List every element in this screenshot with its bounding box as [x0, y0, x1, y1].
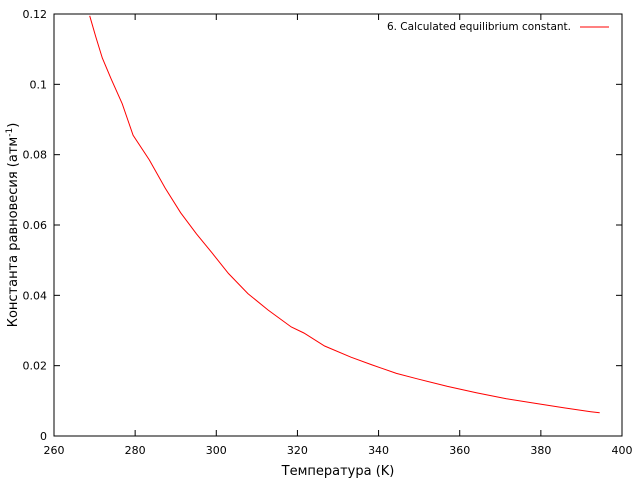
y-tick-label: 0.06	[23, 219, 48, 232]
equilibrium-constant-line	[89, 15, 600, 414]
legend-label: 6. Calculated equilibrium constant.	[387, 21, 571, 33]
axis-tick-labels: 260 280 300 320 340 360 380 400 0 0.02 0.04 0.06 0.0…	[23, 8, 633, 457]
y-tick-label: 0.12	[23, 8, 48, 21]
x-axis-title: Температура (K)	[281, 464, 395, 479]
y-tick-label: 0	[40, 430, 47, 443]
x-tick-label: 340	[368, 444, 389, 457]
x-tick-label: 260	[44, 444, 65, 457]
y-tick-label: 0.08	[23, 149, 48, 162]
plot-frame	[53, 13, 623, 437]
y-axis-title-superscript: -1	[5, 128, 15, 137]
x-tick-label: 400	[612, 444, 633, 457]
y-tick-label: 0.02	[23, 360, 48, 373]
y-tick-label: 0.1	[30, 78, 48, 91]
x-tick-label: 300	[206, 444, 227, 457]
x-tick-label: 320	[287, 444, 308, 457]
y-axis-title: Константа равновесия (атм-1)	[5, 123, 21, 328]
y-axis-title-main: Константа равновесия (атм	[6, 137, 21, 328]
y-axis-title-close: )	[6, 123, 21, 128]
y-tick-label: 0.04	[23, 289, 48, 302]
x-tick-label: 280	[125, 444, 146, 457]
legend: 6. Calculated equilibrium constant.	[387, 21, 609, 33]
axis-ticks	[53, 13, 623, 437]
x-tick-label: 360	[449, 444, 470, 457]
x-tick-label: 380	[530, 444, 551, 457]
